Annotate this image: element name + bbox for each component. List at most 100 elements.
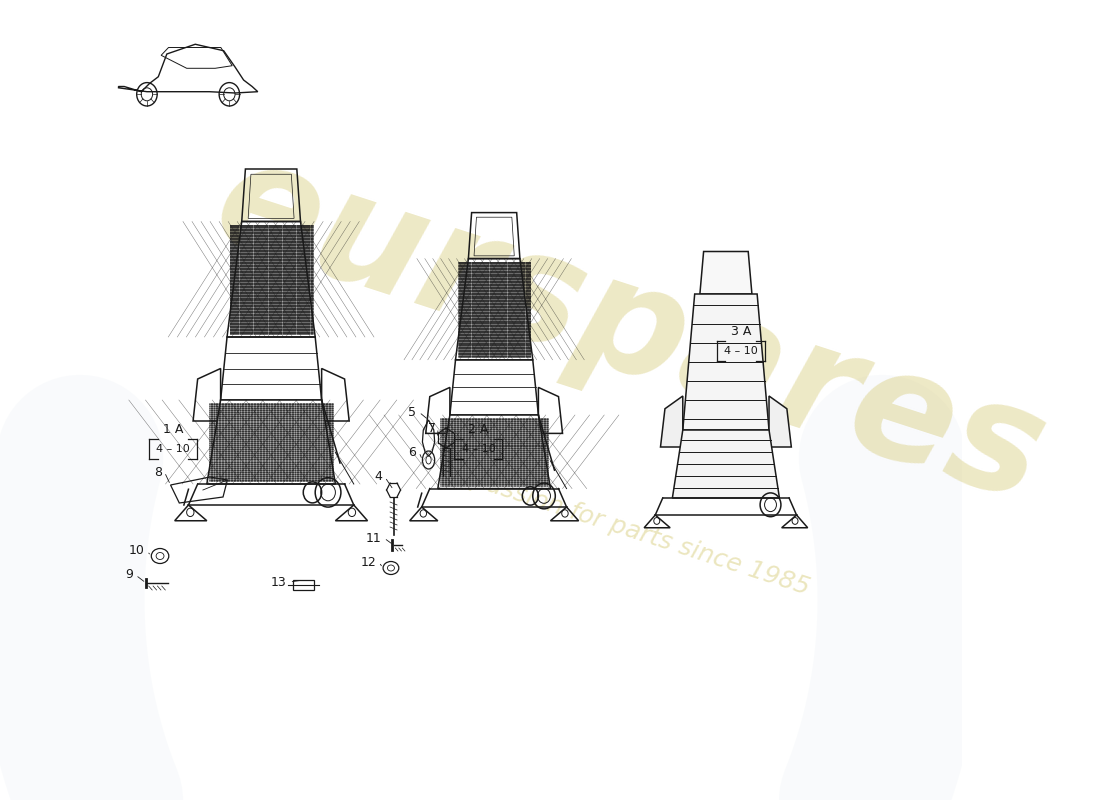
Point [440, 423, 458, 436]
Point [287, 240, 305, 253]
Point [293, 226, 310, 238]
Point [253, 326, 271, 338]
Point [476, 426, 494, 438]
Point [256, 290, 274, 303]
Point [536, 453, 553, 466]
Point [512, 256, 529, 269]
Point [324, 423, 342, 436]
Point [202, 463, 220, 476]
Point [481, 294, 498, 306]
Point [484, 274, 502, 286]
Point [228, 321, 245, 334]
Point [509, 338, 527, 350]
Point [244, 309, 262, 322]
Point [229, 309, 246, 322]
Point [530, 469, 548, 482]
Point [439, 426, 456, 439]
Point [260, 464, 277, 477]
Point [235, 250, 253, 262]
Point [490, 466, 507, 479]
Point [243, 410, 261, 423]
Point [442, 438, 460, 451]
Point [216, 429, 233, 442]
Point [200, 427, 218, 440]
Point [478, 287, 496, 300]
Point [273, 267, 290, 280]
Point [265, 302, 283, 314]
Point [284, 450, 301, 462]
Point [462, 295, 480, 308]
Point [270, 274, 287, 287]
Point [475, 473, 493, 486]
Point [267, 401, 285, 414]
Point [296, 398, 314, 411]
Point [276, 268, 294, 281]
Point [484, 300, 502, 313]
Point [483, 279, 500, 292]
Point [279, 440, 297, 453]
Point [459, 350, 476, 362]
Point [318, 410, 336, 422]
Point [484, 450, 502, 463]
Point [253, 304, 271, 317]
Point [243, 223, 261, 236]
Point [278, 259, 296, 272]
Point [279, 316, 297, 329]
Point [468, 454, 485, 467]
Point [517, 258, 535, 271]
Point [276, 290, 294, 302]
Point [306, 443, 323, 456]
Point [520, 334, 538, 347]
Point [509, 438, 527, 451]
Point [468, 450, 485, 463]
Point [304, 266, 321, 279]
Point [517, 423, 535, 436]
Point [464, 285, 482, 298]
Point [270, 412, 287, 425]
Point [472, 419, 490, 432]
Point [486, 312, 504, 325]
Point [304, 415, 321, 428]
Point [434, 478, 452, 490]
Point [481, 275, 498, 288]
Point [500, 346, 518, 358]
Point [478, 330, 496, 343]
Point [506, 278, 524, 290]
Point [254, 240, 272, 253]
Point [319, 466, 337, 479]
Point [238, 302, 255, 314]
Point [468, 330, 485, 343]
Point [262, 289, 279, 302]
Point [235, 230, 253, 242]
Point [296, 427, 314, 440]
Point [224, 265, 242, 278]
Point [471, 255, 488, 268]
Point [301, 447, 319, 460]
Point [249, 458, 266, 470]
Point [495, 433, 513, 446]
Point [322, 427, 340, 440]
Point [276, 398, 294, 411]
Point [285, 226, 303, 238]
Point [202, 471, 220, 484]
Point [217, 423, 234, 436]
Point [537, 431, 554, 444]
Point [221, 238, 239, 250]
Point [300, 242, 318, 254]
Point [452, 256, 470, 269]
Point [497, 259, 515, 272]
Point [485, 450, 503, 463]
Point [449, 458, 466, 471]
Point [477, 270, 495, 283]
Point [285, 240, 303, 253]
Point [263, 236, 280, 249]
Point [273, 304, 290, 317]
Point [264, 278, 282, 290]
Point [236, 318, 254, 330]
Point [482, 332, 499, 345]
Point [517, 261, 535, 274]
Point [250, 309, 267, 322]
Point [228, 321, 245, 334]
Point [284, 408, 301, 421]
Point [244, 312, 262, 325]
